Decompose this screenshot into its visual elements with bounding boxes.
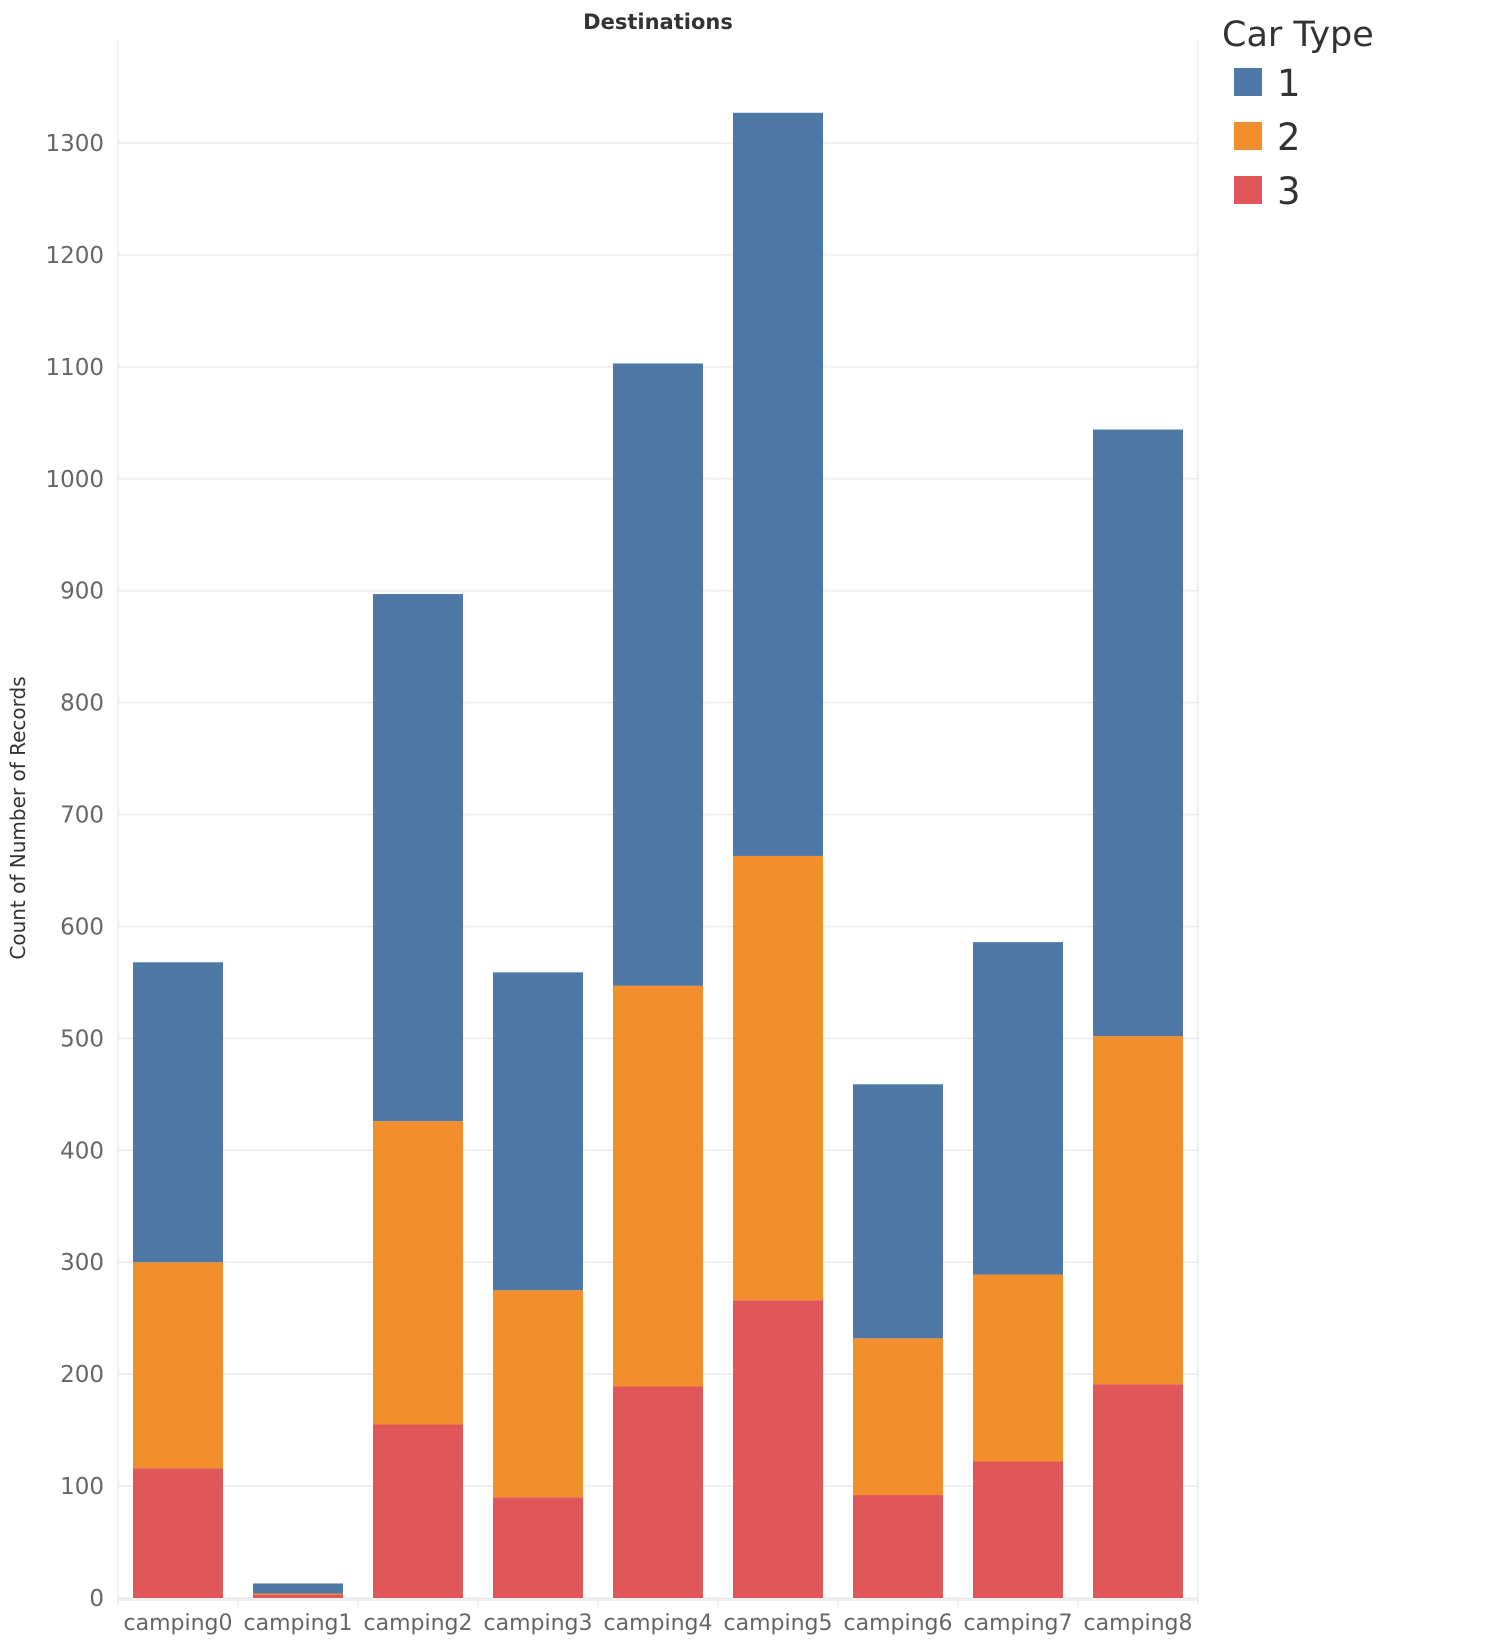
y-tick-label: 600 (60, 914, 104, 940)
y-tick-label: 900 (60, 579, 104, 605)
bar-segment-camping6-type3 (853, 1495, 943, 1598)
y-axis-label: Count of Number of Records (6, 676, 30, 959)
x-tick-label: camping7 (964, 1611, 1073, 1636)
bar-segment-camping7-type2 (973, 1274, 1063, 1462)
bar-segment-camping7-type3 (973, 1461, 1063, 1598)
y-tick-label: 300 (60, 1250, 104, 1276)
bar-segment-camping5-type2 (733, 855, 823, 1301)
bar-segment-camping5-type1 (733, 112, 823, 856)
bar-segment-camping0-type2 (133, 1262, 223, 1469)
y-tick-label: 1100 (45, 355, 104, 381)
y-tick-label: 800 (60, 691, 104, 717)
bar-segment-camping4-type3 (613, 1386, 703, 1598)
bar-segment-camping3-type3 (493, 1497, 583, 1598)
y-tick-label: 200 (60, 1362, 104, 1388)
bar-segment-camping6-type1 (853, 1084, 943, 1339)
y-tick-label: 500 (60, 1026, 104, 1052)
y-axis: 0 100 200 300 400 500 600 700 800 900 1000 1100 1200… (45, 131, 104, 1612)
bar-segment-camping1-type3 (253, 1594, 343, 1598)
bar-segment-camping3-type1 (493, 972, 583, 1291)
x-axis: camping0 camping1 camping2 camping3 camping4… (118, 1599, 1198, 1636)
bar-segment-camping0-type3 (133, 1468, 223, 1598)
bar-segment-camping4-type2 (613, 985, 703, 1387)
x-tick-label: camping2 (364, 1611, 473, 1636)
x-tick-label: camping1 (244, 1611, 353, 1636)
chart-title: Destinations (583, 10, 733, 34)
x-tick-label: camping4 (604, 1611, 713, 1636)
legend-swatch-3 (1234, 176, 1262, 204)
legend-swatch-2 (1234, 122, 1262, 150)
legend-label-3: 3 (1277, 170, 1301, 213)
x-tick-label: camping3 (484, 1611, 593, 1636)
y-tick-label: 100 (60, 1474, 104, 1500)
bar-segment-camping0-type1 (133, 962, 223, 1263)
y-tick-label: 1000 (45, 467, 104, 493)
bar-segment-camping7-type1 (973, 942, 1063, 1275)
bars (133, 112, 1183, 1598)
legend-label-1: 1 (1277, 62, 1301, 105)
bar-segment-camping8-type1 (1093, 429, 1183, 1037)
y-tick-label: 0 (89, 1586, 104, 1612)
legend-swatch-1 (1234, 68, 1262, 96)
bar-segment-camping5-type3 (733, 1300, 823, 1598)
bar-segment-camping1-type2 (253, 1593, 343, 1595)
y-tick-label: 1200 (45, 243, 104, 269)
bar-segment-camping3-type2 (493, 1290, 583, 1498)
legend-title: Car Type (1222, 15, 1374, 55)
bar-segment-camping4-type1 (613, 363, 703, 986)
bar-segment-camping6-type2 (853, 1338, 943, 1496)
bar-segment-camping2-type1 (373, 594, 463, 1122)
legend-label-2: 2 (1277, 116, 1301, 159)
bar-segment-camping8-type2 (1093, 1036, 1183, 1385)
bar-segment-camping2-type2 (373, 1121, 463, 1425)
x-tick-label: camping5 (724, 1611, 833, 1636)
x-tick-label: camping6 (844, 1611, 953, 1636)
bar-segment-camping2-type3 (373, 1424, 463, 1598)
bar-segment-camping8-type3 (1093, 1384, 1183, 1598)
y-tick-label: 700 (60, 803, 104, 829)
x-tick-label: camping0 (124, 1611, 233, 1636)
y-tick-label: 1300 (45, 131, 104, 157)
x-tick-label: camping8 (1084, 1611, 1193, 1636)
bar-segment-camping1-type1 (253, 1583, 343, 1594)
legend: Car Type 1 2 3 (1222, 15, 1374, 213)
y-tick-label: 400 (60, 1138, 104, 1164)
